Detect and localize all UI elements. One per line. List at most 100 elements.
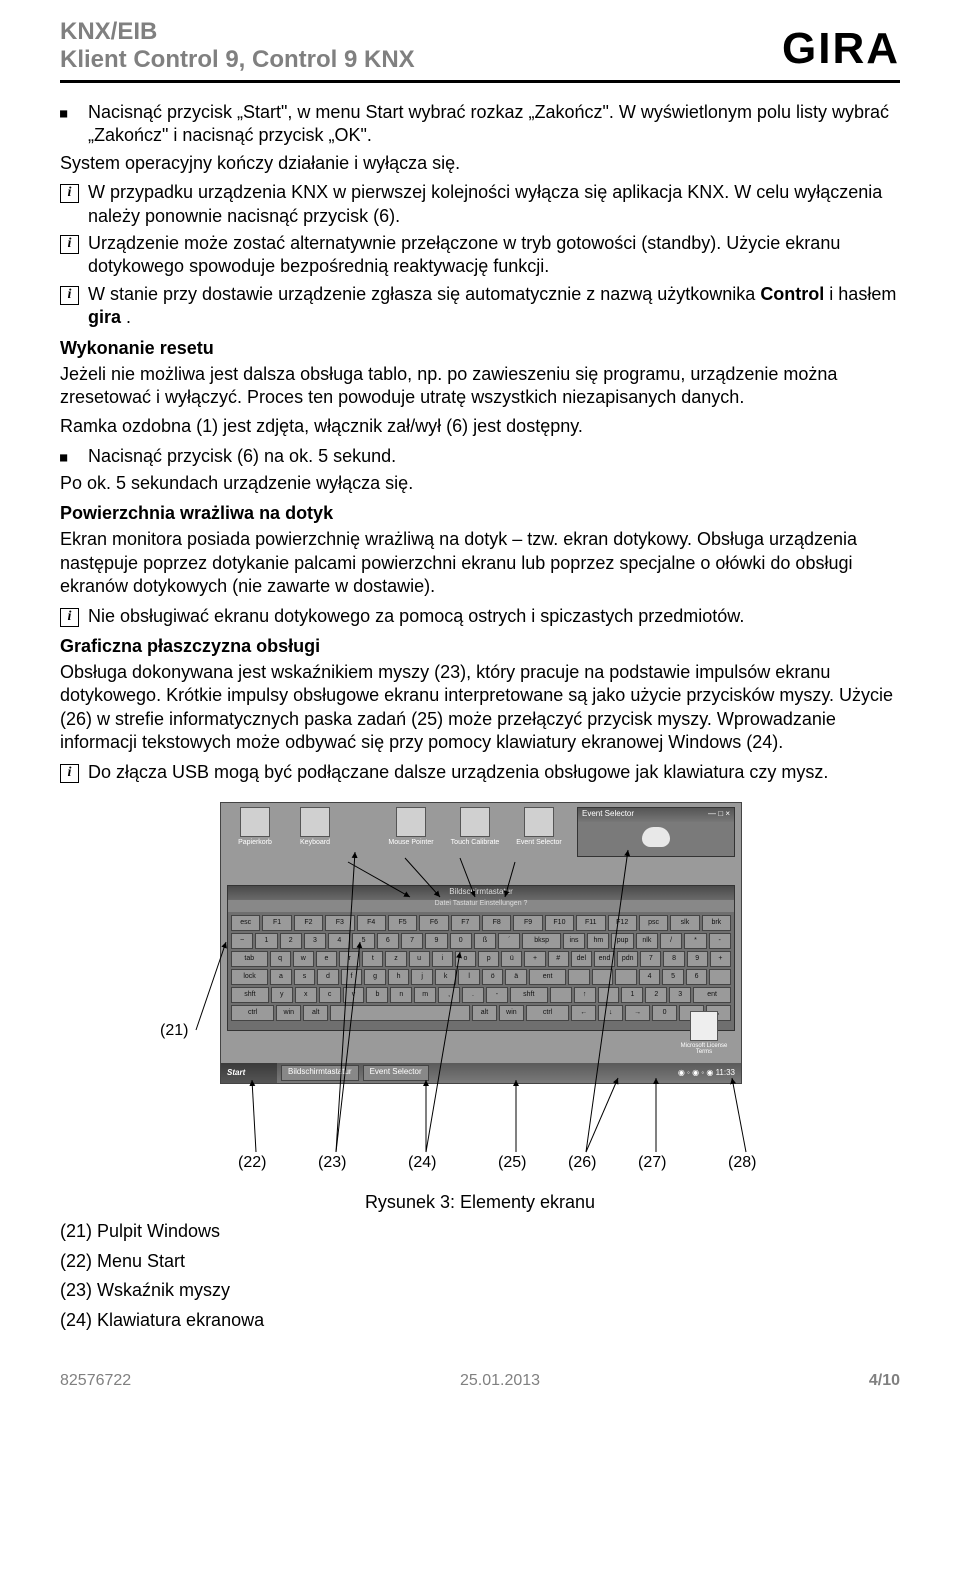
heading-gui: Graficzna płaszczyzna obsługi [60,636,900,657]
desktop-icon-keyboard: Keyboard [285,807,345,846]
osk-key: F4 [357,915,386,931]
osk-key: ä [505,969,527,985]
callout-26: (26) [568,1154,596,1172]
figure-3: Papierkorb Keyboard Mouse Pointer Touch … [60,802,900,1183]
osk-key: ö [482,969,504,985]
osk-key: f [341,969,363,985]
osk-key: ins [563,933,585,949]
info-text: W przypadku urządzenia KNX w pierwszej k… [88,181,900,228]
osk-row: ctrlwinalt altwinctrl←↓→0 , [231,1005,731,1021]
system-tray: ◉ ◦ ◉ ◦ ◉ 11:33 [672,1068,741,1077]
osk-key: 1 [621,987,643,1003]
osk-menubar: Datei Tastatur Einstellungen ? [228,900,734,912]
osk-key: 5 [662,969,684,985]
page-number: 4/10 [869,1372,900,1389]
osk-key: d [317,969,339,985]
brand-logo: GIRA [782,24,900,74]
osk-key: slk [670,915,699,931]
info-text: Do złącza USB mogą być podłączane dalsze… [88,761,828,784]
osk-key: del [571,951,592,967]
osk-key: , [438,987,460,1003]
osk-key: * [684,933,706,949]
osk-key: F7 [451,915,480,931]
osk-key: ~ [231,933,253,949]
page-header: KNX/EIB Klient Control 9, Control 9 KNX … [60,18,900,83]
header-line2: Klient Control 9, Control 9 KNX [60,46,415,74]
figure-canvas: Papierkorb Keyboard Mouse Pointer Touch … [160,802,800,1178]
header-line1: KNX/EIB [60,18,415,46]
titlebar: Event Selector — □ × [578,808,734,822]
keyboard-icon [300,807,330,837]
osk-titlebar: Bildschirmtastatur [228,886,734,900]
osk-key [598,987,620,1003]
info-text: Nie obsługiwać ekranu dotykowego za pomo… [88,605,744,628]
osk-key: 7 [401,933,423,949]
trash-icon [240,807,270,837]
clock: 11:33 [716,1068,735,1077]
osk-key: - [486,987,508,1003]
osk-row: shftyxcvbnm,.-shft ↑ 123ent [231,987,731,1003]
icon-label: Touch Calibrate [445,839,505,846]
osk-key: brk [702,915,731,931]
document-icon [690,1011,718,1041]
osk-key: 1 [255,933,277,949]
callout-24: (24) [408,1154,436,1172]
osk-key: F9 [513,915,542,931]
window-title: Event Selector [582,809,634,821]
osk-row: lockasdfghjklöäent 456 [231,969,731,985]
osk-key: 7 [640,951,661,967]
osk-key [568,969,590,985]
icon-label: Microsoft License Terms [679,1043,729,1055]
osk-key: 4 [639,969,661,985]
info-icon: i [60,605,88,628]
legend-23: (23) Wskaźnik myszy [60,1279,900,1302]
legend: (21) Pulpit Windows (22) Menu Start (23)… [60,1220,900,1332]
osk-key: alt [472,1005,497,1021]
osk-key: v [343,987,365,1003]
osk-key: nlk [636,933,658,949]
osk-key: F2 [294,915,323,931]
osk-key: m [414,987,436,1003]
osk-key: q [270,951,291,967]
osk-key: u [409,951,430,967]
calibrate-icon [460,807,490,837]
info-icon: i [60,761,88,784]
osk-key: F8 [482,915,511,931]
callout-22: (22) [238,1154,266,1172]
heading-touch: Powierzchnia wrażliwa na dotyk [60,503,900,524]
desktop: Papierkorb Keyboard Mouse Pointer Touch … [220,802,742,1084]
desktop-icon-mouse: Mouse Pointer [381,807,441,846]
osk-key: psc [639,915,668,931]
bullet-shutdown: Nacisnąć przycisk „Start", w menu Start … [60,101,900,148]
osk-key: 0 [652,1005,677,1021]
info-login: i W stanie przy dostawie urządzenie zgła… [60,283,900,330]
osk-key [592,969,614,985]
osk-key: F12 [608,915,637,931]
event-icon [524,807,554,837]
osk-key: win [499,1005,524,1021]
after-bullet-text: System operacyjny kończy działanie i wył… [60,152,900,175]
legend-21: (21) Pulpit Windows [60,1220,900,1243]
legend-22: (22) Menu Start [60,1250,900,1273]
osk-key: 2 [280,933,302,949]
square-bullet-icon [60,445,88,468]
osk-key: ent [693,987,731,1003]
osk-key [709,969,731,985]
osk-key: z [385,951,406,967]
osk-key: j [411,969,433,985]
osk-key: ctrl [526,1005,569,1021]
osk-key: pdn [617,951,638,967]
osk-key: lock [231,969,268,985]
osk-key: win [276,1005,301,1021]
osk-key: alt [303,1005,328,1021]
osk-key: hm [587,933,609,949]
desktop-icon-trash: Papierkorb [225,807,285,846]
page: KNX/EIB Klient Control 9, Control 9 KNX … [0,0,960,1410]
info-text: Urządzenie może zostać alternatywnie prz… [88,232,900,279]
osk-key: 8 [663,951,684,967]
t: i hasłem [824,284,896,304]
osk-key: i [432,951,453,967]
content: Nacisnąć przycisk „Start", w menu Start … [60,101,900,1332]
osk-key: 9 [425,933,447,949]
bullet-text: Nacisnąć przycisk (6) na ok. 5 sekund. [88,445,396,468]
